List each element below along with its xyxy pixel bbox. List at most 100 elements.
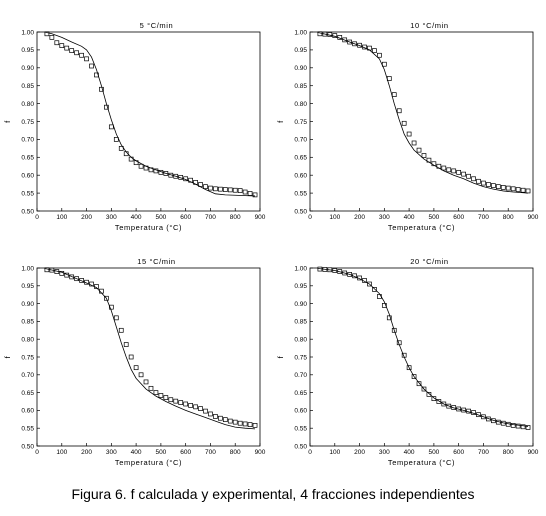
data-point-experimental — [481, 180, 486, 186]
y-tick-label: 0.85 — [294, 319, 307, 326]
x-tick-label: 0 — [35, 214, 39, 221]
data-point-experimental — [158, 393, 164, 398]
chart-title: 20 °C/min — [410, 257, 448, 266]
x-axis-label: Temperatura (°C) — [115, 223, 182, 232]
data-point-experimental — [406, 131, 412, 137]
data-point-experimental — [486, 182, 491, 187]
figure-caption: Figura 6. f calculada y experimental, 4 … — [71, 486, 475, 502]
y-tick-label: 0.70 — [21, 137, 34, 144]
data-point-experimental — [218, 415, 223, 421]
data-point-experimental — [108, 304, 114, 310]
y-axis-label: f — [276, 355, 285, 358]
x-tick-label: 700 — [205, 214, 216, 221]
data-point-experimental — [381, 61, 387, 67]
y-tick-label: 0.70 — [294, 372, 307, 379]
y-tick-label: 0.90 — [294, 65, 307, 72]
data-point-experimental — [227, 187, 233, 193]
x-tick-label: 800 — [503, 214, 514, 221]
data-point-experimental — [421, 153, 427, 158]
data-point-experimental — [44, 267, 50, 273]
data-point-experimental — [69, 48, 75, 53]
x-tick-label: 100 — [56, 449, 67, 456]
y-tick-label: 1.00 — [21, 265, 34, 272]
x-tick-label: 700 — [478, 214, 489, 221]
y-tick-label: 0.65 — [294, 155, 307, 162]
data-point-experimental — [108, 124, 114, 130]
data-point-experimental — [148, 385, 154, 391]
x-tick-label: 500 — [428, 214, 439, 221]
data-point-experimental — [128, 354, 134, 360]
data-point-experimental — [436, 399, 442, 404]
y-axis-label: f — [3, 120, 12, 123]
data-point-experimental — [222, 417, 228, 423]
y-tick-label: 0.50 — [294, 208, 307, 215]
x-tick-label: 800 — [503, 449, 514, 456]
data-point-experimental — [227, 418, 233, 424]
data-point-experimental — [520, 187, 526, 193]
x-tick-label: 600 — [453, 449, 464, 456]
y-tick-label: 0.65 — [21, 390, 34, 397]
y-tick-label: 0.95 — [21, 47, 34, 54]
data-point-experimental — [188, 403, 193, 408]
data-point-experimental — [476, 178, 481, 184]
y-tick-label: 0.70 — [294, 137, 307, 144]
x-tick-label: 500 — [155, 449, 166, 456]
data-point-experimental — [213, 414, 218, 419]
x-tick-label: 100 — [56, 214, 67, 221]
series-line-calculated — [44, 267, 256, 430]
data-point-experimental — [510, 186, 516, 192]
y-tick-label: 0.60 — [294, 408, 307, 415]
data-point-experimental — [203, 408, 208, 414]
x-tick-label: 900 — [528, 214, 539, 221]
data-point-experimental — [178, 400, 184, 405]
data-point-experimental — [471, 176, 476, 182]
data-point-experimental — [84, 56, 89, 62]
data-point-experimental — [247, 191, 253, 196]
x-tick-label: 300 — [379, 214, 390, 221]
y-tick-label: 0.85 — [21, 319, 34, 326]
data-point-experimental — [446, 167, 452, 173]
data-point-experimental — [525, 425, 531, 430]
y-tick-label: 0.75 — [21, 119, 34, 126]
data-point-experimental — [113, 137, 119, 142]
y-tick-label: 0.55 — [294, 190, 307, 197]
plot-frame — [309, 31, 534, 212]
data-point-experimental — [515, 187, 521, 192]
data-point-experimental — [49, 35, 55, 40]
y-tick-label: 0.90 — [21, 301, 34, 308]
x-tick-label: 400 — [131, 214, 142, 221]
data-point-experimental — [198, 406, 203, 411]
y-axis-label: f — [3, 355, 12, 358]
chart-panel-1: 0 100 200 300 400 500 600 700 800 900 0.50 0.55 0.60… — [3, 21, 266, 232]
y-tick-label: 0.75 — [21, 354, 34, 361]
data-point-experimental — [515, 423, 521, 429]
y-tick-label: 0.75 — [294, 354, 307, 361]
x-tick-label: 200 — [354, 214, 365, 221]
x-tick-label: 400 — [131, 449, 142, 456]
data-point-experimental — [138, 372, 144, 378]
data-point-experimental — [79, 52, 84, 58]
x-tick-label: 700 — [478, 449, 489, 456]
data-point-experimental — [377, 52, 382, 58]
x-tick-label: 900 — [528, 449, 539, 456]
x-tick-label: 200 — [354, 449, 365, 456]
chart-panel-4: 0 100 200 300 400 500 600 700 800 900 0.50 0.55 0.60… — [276, 257, 539, 467]
data-point-experimental — [520, 424, 526, 430]
data-point-experimental — [123, 342, 129, 347]
x-tick-label: 900 — [255, 214, 266, 221]
data-point-experimental — [143, 379, 149, 385]
x-tick-label: 400 — [404, 449, 415, 456]
series-line-calculated — [317, 267, 529, 427]
chart-title: 15 °C/min — [137, 257, 175, 266]
data-point-experimental — [64, 45, 70, 51]
data-point-experimental — [510, 423, 516, 428]
data-point-experimental — [525, 188, 531, 194]
data-point-experimental — [222, 187, 228, 192]
data-point-experimental — [500, 185, 506, 190]
y-tick-label: 0.55 — [21, 426, 34, 433]
data-point-experimental — [441, 165, 447, 171]
data-point-experimental — [237, 188, 243, 193]
data-point-experimental — [252, 423, 258, 428]
x-tick-label: 100 — [329, 214, 340, 221]
